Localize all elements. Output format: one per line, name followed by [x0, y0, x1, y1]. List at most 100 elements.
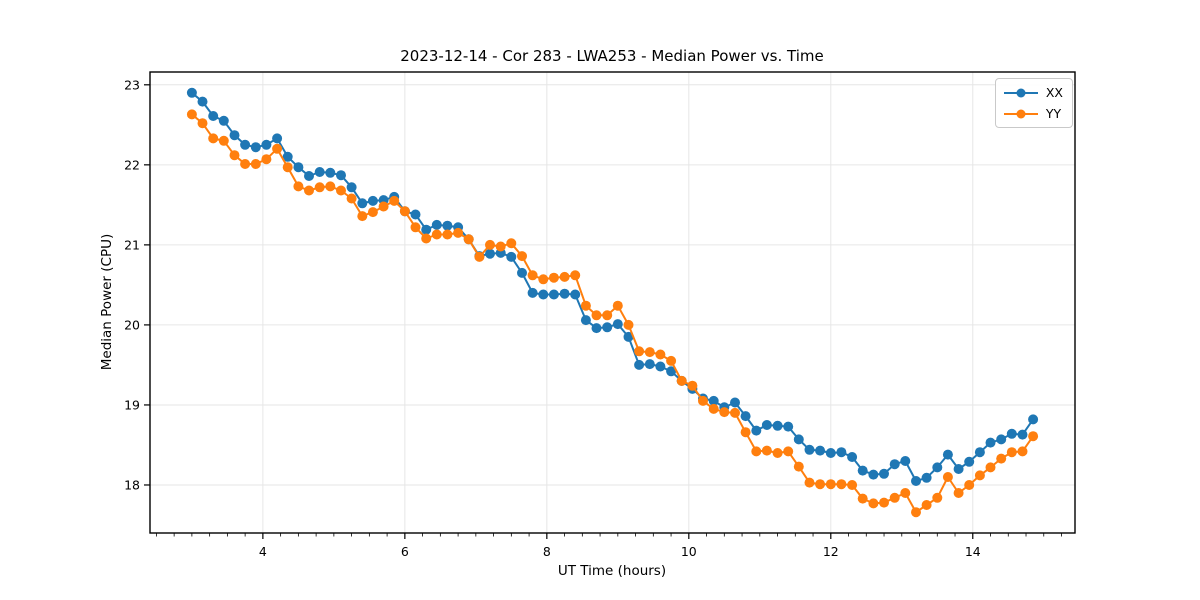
- data-point-YY: [517, 251, 527, 262]
- data-point-YY: [676, 375, 687, 386]
- data-point-XX: [325, 167, 336, 178]
- data-point-XX: [240, 139, 251, 150]
- data-point-YY: [783, 446, 794, 457]
- data-point-XX: [336, 170, 346, 181]
- y-tick-label: 19: [124, 397, 140, 412]
- data-point-YY: [1028, 431, 1039, 442]
- data-point-YY: [911, 507, 921, 518]
- x-tick-label: 14: [965, 544, 981, 559]
- data-point-YY: [761, 445, 772, 456]
- data-point-YY: [623, 319, 634, 330]
- data-point-YY: [921, 500, 932, 510]
- data-point-XX: [442, 220, 453, 231]
- data-point-XX: [1006, 428, 1017, 439]
- data-point-YY: [453, 227, 464, 238]
- data-point-XX: [1028, 414, 1039, 425]
- data-point-YY: [932, 492, 943, 503]
- data-point-YY: [474, 251, 485, 262]
- data-point-XX: [293, 162, 304, 173]
- data-point-XX: [911, 476, 921, 486]
- data-point-XX: [485, 248, 495, 259]
- y-tick-label: 18: [124, 477, 140, 492]
- data-point-YY: [804, 477, 815, 488]
- data-point-YY: [431, 229, 442, 240]
- data-point-YY: [442, 229, 453, 240]
- data-point-YY: [612, 300, 623, 311]
- data-point-XX: [346, 182, 357, 193]
- data-point-YY: [953, 488, 964, 498]
- data-point-YY: [644, 347, 655, 358]
- data-point-XX: [751, 425, 762, 436]
- data-point-YY: [304, 185, 314, 196]
- series-YY: [186, 109, 1039, 518]
- data-point-YY: [186, 109, 197, 120]
- data-point-XX: [623, 331, 634, 342]
- x-tick-label: 10: [681, 544, 697, 559]
- data-point-XX: [974, 447, 985, 458]
- data-point-YY: [836, 479, 847, 490]
- legend-item-yy[interactable]: YY: [1003, 104, 1063, 123]
- data-point-XX: [261, 139, 272, 150]
- data-point-YY: [1017, 446, 1028, 457]
- chart-title: 2023-12-14 - Cor 283 - LWA253 - Median P…: [400, 47, 824, 65]
- data-point-YY: [1006, 447, 1017, 458]
- data-point-YY: [708, 403, 719, 414]
- data-point-XX: [772, 420, 783, 431]
- data-point-XX: [517, 267, 527, 278]
- data-point-YY: [367, 207, 378, 218]
- data-point-YY: [687, 380, 698, 391]
- data-point-XX: [580, 315, 591, 326]
- data-point-YY: [847, 480, 858, 490]
- x-tick-label: 4: [259, 544, 267, 559]
- data-point-XX: [921, 472, 932, 483]
- data-point-YY: [218, 135, 229, 146]
- data-point-YY: [346, 193, 357, 204]
- data-point-XX: [634, 359, 645, 370]
- data-point-YY: [868, 498, 879, 509]
- data-point-YY: [825, 479, 836, 490]
- data-point-YY: [559, 271, 570, 282]
- data-point-XX: [559, 288, 570, 299]
- data-point-YY: [208, 133, 219, 144]
- data-point-YY: [900, 488, 911, 498]
- data-point-YY: [272, 143, 283, 154]
- data-point-XX: [655, 361, 666, 372]
- data-point-YY: [740, 427, 751, 438]
- data-point-YY: [485, 239, 495, 250]
- data-point-YY: [815, 479, 826, 490]
- data-point-YY: [996, 453, 1007, 464]
- data-point-YY: [357, 211, 368, 222]
- data-point-YY: [730, 407, 740, 418]
- data-point-XX: [964, 456, 975, 467]
- data-point-XX: [730, 397, 740, 408]
- data-point-XX: [421, 224, 432, 235]
- data-point-YY: [250, 159, 261, 169]
- data-point-YY: [421, 233, 432, 244]
- data-point-XX: [868, 469, 879, 480]
- data-point-XX: [1017, 429, 1028, 440]
- data-point-XX: [591, 323, 602, 334]
- data-point-XX: [218, 115, 229, 126]
- data-point-YY: [591, 310, 602, 321]
- data-point-XX: [740, 411, 751, 422]
- data-point-YY: [463, 234, 474, 245]
- data-point-YY: [751, 446, 762, 457]
- data-point-XX: [847, 452, 858, 462]
- data-point-YY: [634, 346, 645, 357]
- data-point-YY: [506, 238, 517, 249]
- data-point-YY: [282, 162, 293, 173]
- data-point-XX: [570, 289, 581, 300]
- legend-item-xx[interactable]: XX: [1003, 83, 1063, 102]
- legend: XX YY: [994, 78, 1073, 128]
- data-point-YY: [666, 355, 677, 366]
- data-point-YY: [197, 118, 208, 129]
- data-point-XX: [783, 421, 794, 432]
- data-point-YY: [879, 497, 889, 508]
- data-point-XX: [815, 445, 826, 456]
- y-tick-label: 23: [124, 77, 140, 92]
- data-point-YY: [857, 493, 868, 504]
- plot-border: [149, 71, 1076, 534]
- data-point-XX: [942, 449, 953, 460]
